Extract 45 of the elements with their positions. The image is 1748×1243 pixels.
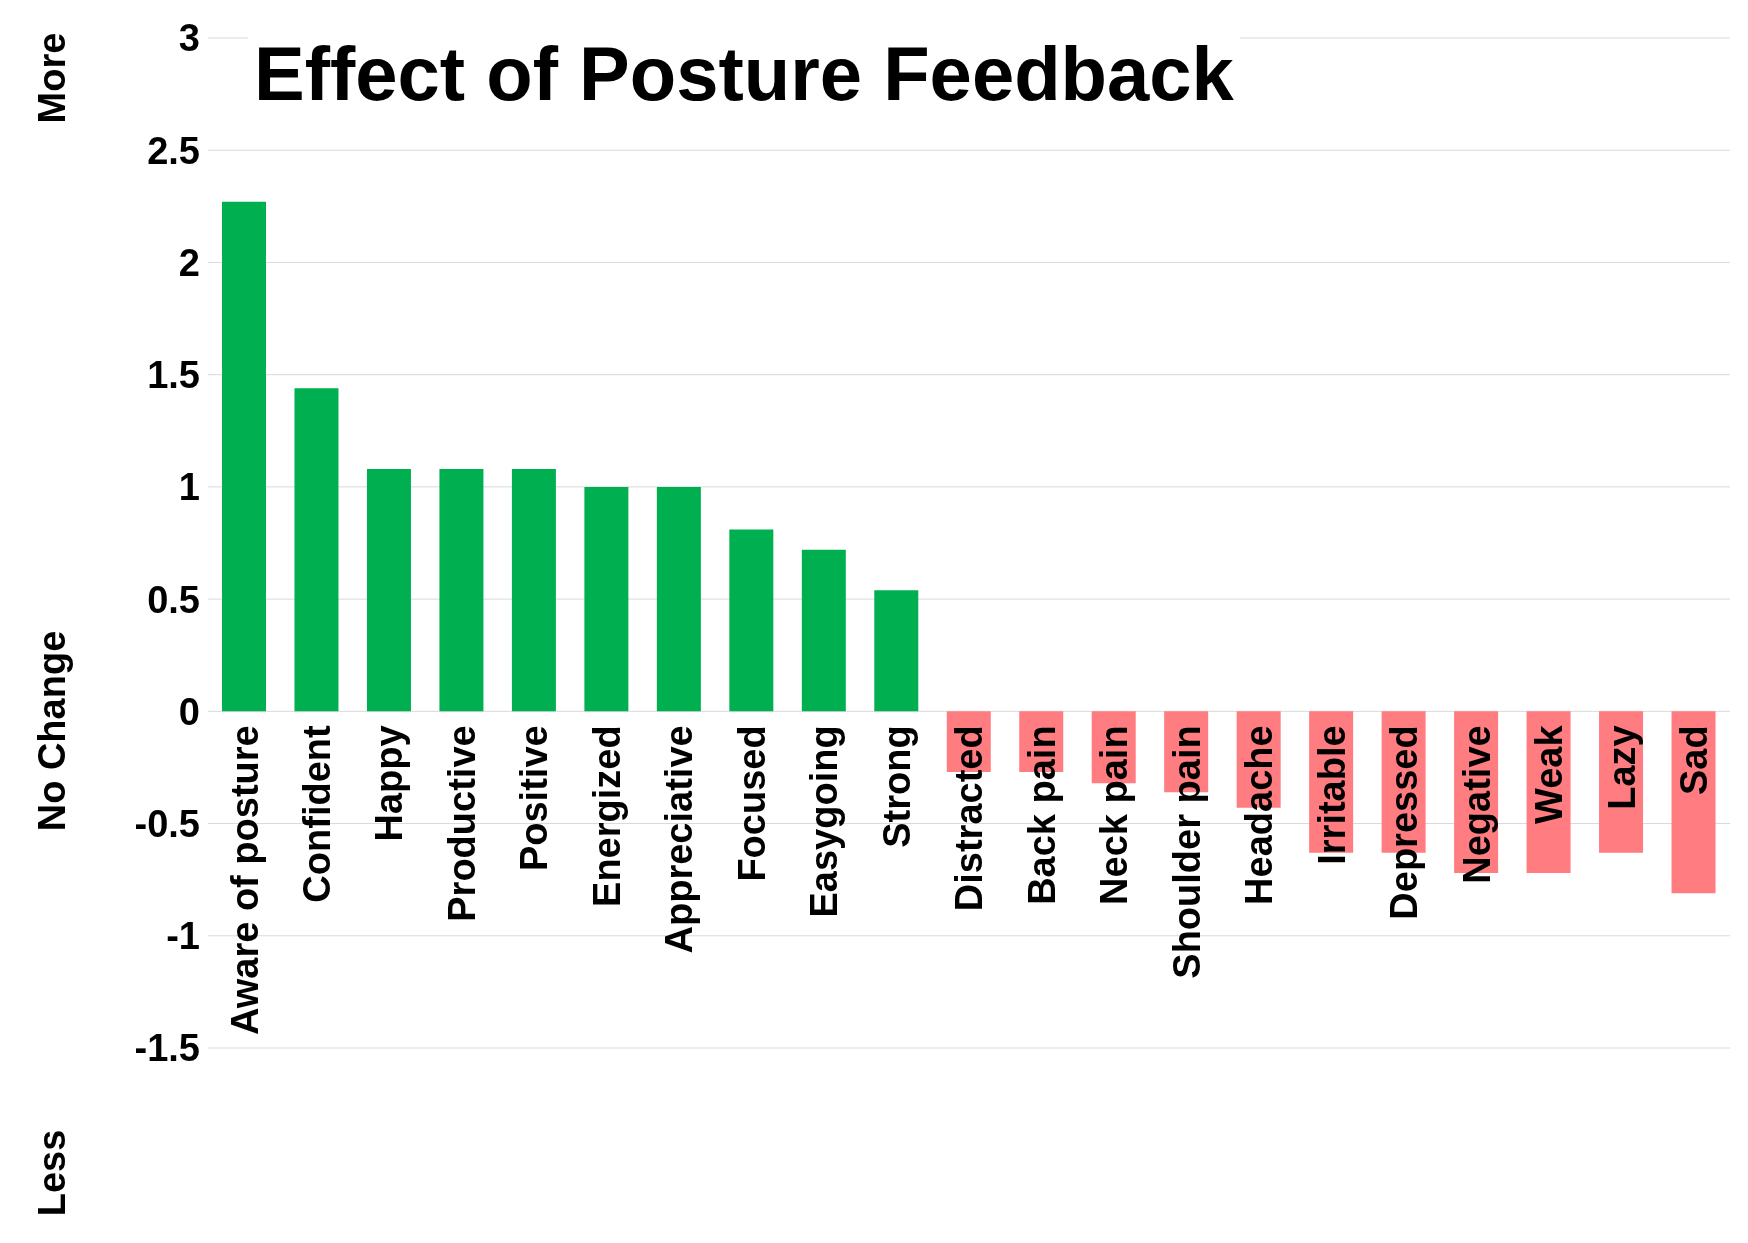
bar	[584, 486, 629, 712]
x-tick-label: Distracted	[948, 725, 991, 912]
bar	[222, 201, 266, 712]
x-tick-label: Neck pain	[1093, 725, 1136, 905]
y-tick-label: 0.5	[147, 578, 200, 621]
y-tick-label: -1	[166, 915, 200, 958]
text: No Change	[30, 631, 74, 832]
text: More	[30, 32, 74, 124]
bar	[801, 549, 846, 712]
x-tick-label: Strong	[875, 725, 918, 848]
bar	[511, 468, 556, 712]
x-tick-label: Headache	[1238, 725, 1281, 905]
x-tick-label: Weak	[1528, 724, 1571, 824]
bar	[294, 388, 339, 712]
bar	[729, 529, 774, 712]
bar	[439, 468, 484, 712]
y-tick-label: 1.5	[147, 354, 200, 397]
x-tick-label: Negative	[1455, 725, 1498, 884]
chart-title: Effect of Posture Feedback	[248, 30, 1240, 117]
y-tick-label: 1	[178, 466, 200, 509]
x-tick-label: Depressed	[1383, 725, 1426, 920]
y-tick-label: 2.5	[147, 129, 200, 172]
y-tick-label: -0.5	[134, 803, 200, 846]
x-tick-label: Lazy	[1600, 725, 1643, 810]
y-tick-label: 3	[178, 17, 200, 60]
x-tick-label: Positive	[513, 725, 556, 872]
x-tick-label: Sad	[1673, 725, 1716, 796]
text: Less	[30, 1129, 74, 1217]
x-tick-label: Aware of posture	[223, 725, 266, 1036]
x-tick-label: Happy	[368, 725, 411, 842]
x-tick-label: Energized	[585, 725, 628, 907]
y-tick-label: -1.5	[134, 1027, 200, 1070]
x-tick-label: Confident	[296, 724, 339, 903]
x-tick-label: Back pain	[1020, 725, 1063, 905]
x-tick-label: Shoulder pain	[1165, 725, 1208, 979]
y-tick-label: 2	[178, 241, 200, 284]
y-tick-label: 0	[178, 690, 200, 733]
bar	[656, 486, 701, 712]
x-tick-label: Productive	[440, 725, 483, 922]
x-tick-label: Focused	[730, 725, 773, 882]
x-tick-label: Easygoing	[803, 725, 846, 918]
bar	[874, 590, 919, 712]
x-tick-label: Irritable	[1310, 725, 1353, 865]
x-tick-label: Appreciative	[658, 725, 701, 954]
bar	[366, 468, 411, 712]
